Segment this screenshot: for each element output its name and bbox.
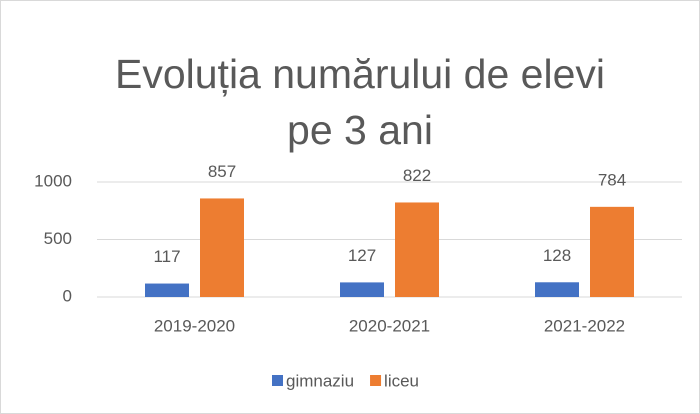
- data-label: 117: [153, 247, 180, 266]
- bar: [590, 206, 634, 297]
- y-tick-label: 500: [44, 229, 72, 248]
- data-label: 127: [348, 246, 376, 265]
- data-label: 857: [208, 162, 236, 181]
- data-label: 128: [543, 246, 571, 265]
- legend-label: liceu: [384, 371, 419, 390]
- bar: [535, 282, 579, 297]
- bar: [200, 198, 244, 297]
- x-tick-label: 2020-2021: [349, 316, 430, 335]
- legend-label: gimnaziu: [286, 371, 354, 390]
- bar: [145, 283, 189, 297]
- legend-swatch: [272, 375, 283, 386]
- chart-title: Evoluția numărului de elevi pe 3 ani: [115, 51, 605, 153]
- y-tick-label: 1000: [34, 171, 72, 190]
- data-label: 784: [598, 170, 626, 189]
- bar: [395, 202, 439, 297]
- x-tick-label: 2019-2020: [154, 316, 235, 335]
- legend-swatch: [370, 375, 382, 386]
- data-label: 822: [403, 166, 431, 185]
- bar: [340, 282, 384, 297]
- y-tick-label: 0: [63, 286, 72, 305]
- x-tick-label: 2021-2022: [544, 316, 625, 335]
